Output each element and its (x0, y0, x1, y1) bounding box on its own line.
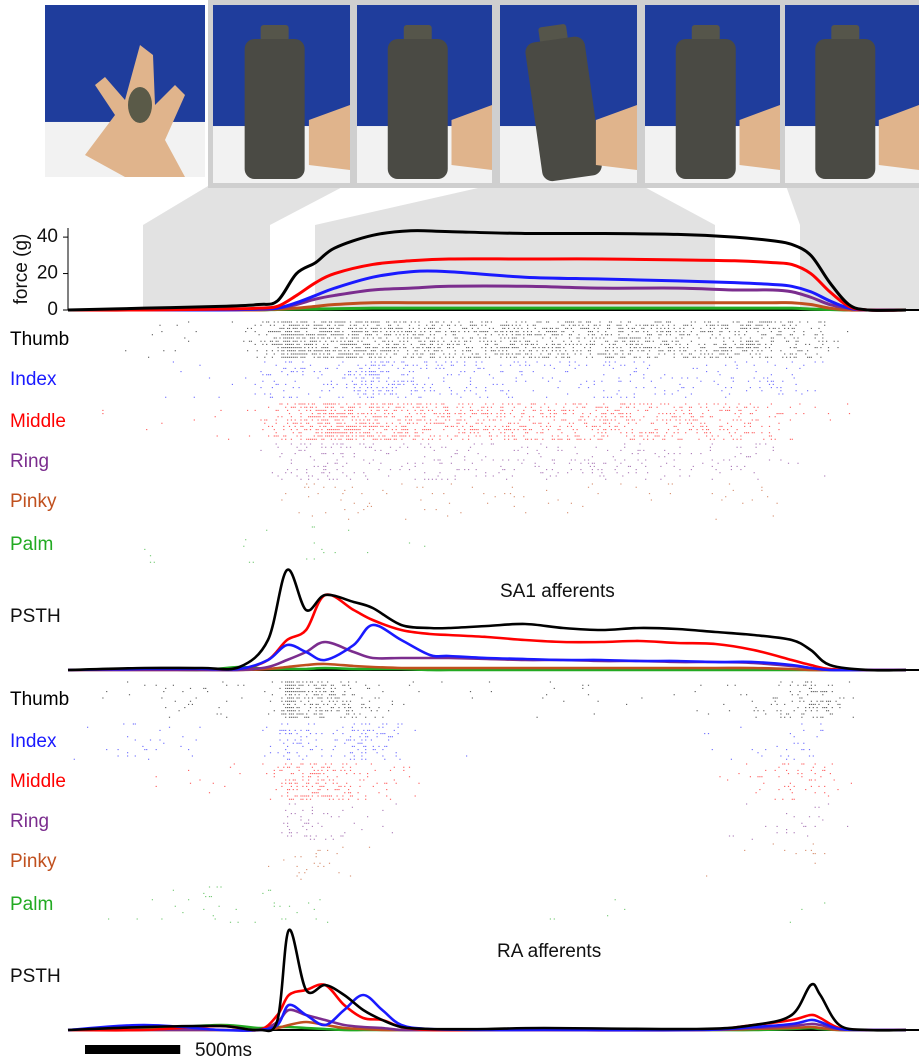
bottle (388, 25, 448, 179)
bottle-cap (261, 25, 289, 41)
series-line (68, 930, 906, 1031)
panel-title: SA1 afferents (500, 581, 615, 602)
finger-label: Pinky (10, 851, 57, 872)
photo (495, 0, 642, 188)
panel-title: RA afferents (497, 941, 601, 962)
finger-label: Middle (10, 411, 66, 432)
raster (260, 444, 825, 479)
y-tick-label: 0 (47, 299, 58, 320)
photos (45, 0, 919, 188)
y-tick-label: 20 (37, 263, 58, 284)
raster (108, 887, 825, 922)
photo (640, 0, 785, 188)
y-axis-label: force (g) (11, 234, 32, 305)
y-tick-label: 40 (37, 226, 58, 247)
finger-label: Pinky (10, 491, 57, 512)
raster (125, 322, 848, 357)
finger-label: Thumb (10, 689, 69, 710)
series-line (68, 625, 906, 670)
panel: PSTH SA1 afferents Thumb Index Middle Ring Pin… (10, 322, 919, 670)
psth-label: PSTH (10, 606, 61, 627)
raster (281, 804, 848, 839)
series-line (68, 984, 906, 1030)
finger-label: Index (10, 369, 57, 390)
bottle-body (815, 39, 875, 179)
bottle-body (676, 39, 736, 179)
bottle-body (388, 39, 448, 179)
raster (281, 484, 777, 519)
photo-connectors (143, 183, 919, 310)
bottle (815, 25, 875, 179)
photo (45, 5, 205, 177)
bottle-body (245, 39, 305, 179)
raster (102, 404, 850, 439)
photo (208, 0, 355, 188)
raster (74, 724, 824, 759)
raster (144, 527, 425, 562)
finger-label: Thumb (10, 329, 69, 350)
bottle (245, 25, 305, 179)
raster (165, 362, 823, 397)
scale-bar (85, 1045, 180, 1054)
finger-label: Ring (10, 451, 49, 472)
finger-label: Palm (10, 894, 53, 915)
raster (102, 682, 854, 717)
psth-label: PSTH (10, 966, 61, 987)
bottle (676, 25, 736, 179)
scale-bar-label: 500ms (195, 1040, 252, 1061)
bottle-cap (831, 25, 859, 41)
raster (268, 844, 825, 879)
finger-label: Index (10, 731, 57, 752)
bottle-cap (404, 25, 432, 41)
finger-label: Palm (10, 534, 53, 555)
panel: PSTH RA afferents Thumb Index Middle Ring Pink… (10, 682, 919, 1031)
photo (352, 0, 497, 188)
figure: 0 20 40force (g) PSTH SA1 afferents Thumb Inde… (0, 0, 919, 1063)
glove-pad (128, 87, 152, 123)
raster (156, 764, 852, 799)
finger-label: Middle (10, 771, 66, 792)
photo (780, 0, 919, 188)
series-line (68, 570, 906, 671)
bottle-cap (692, 25, 720, 41)
finger-label: Ring (10, 811, 49, 832)
